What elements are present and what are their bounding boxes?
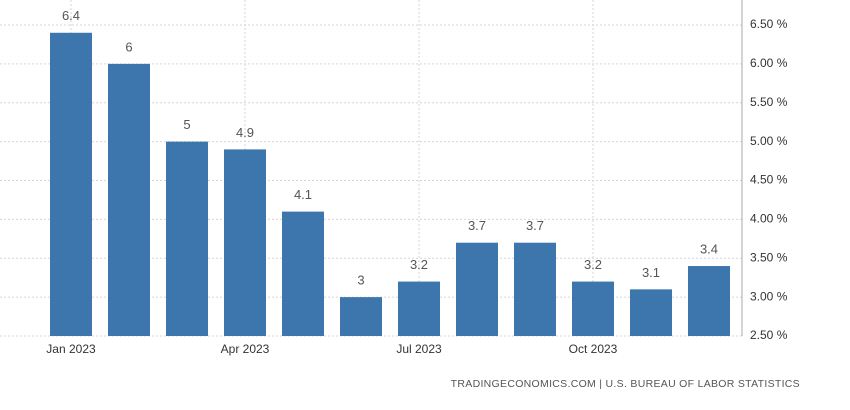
data-label: 4.9 — [236, 125, 254, 140]
bar — [166, 141, 208, 336]
data-label: 6.4 — [62, 8, 80, 23]
data-label: 3.4 — [700, 241, 718, 256]
y-tick-label: 3.00 % — [750, 289, 788, 303]
bar — [224, 149, 266, 336]
data-label: 3.2 — [410, 257, 428, 272]
bar — [572, 281, 614, 336]
bar — [630, 289, 672, 336]
y-tick-label: 6.00 % — [750, 56, 788, 70]
bar — [282, 211, 324, 336]
y-tick-label: 4.00 % — [750, 212, 788, 226]
y-tick-label: 4.50 % — [750, 173, 788, 187]
bar — [108, 63, 150, 336]
data-label: 3 — [357, 273, 364, 288]
data-label: 3.7 — [468, 218, 486, 233]
x-tick-label: Jul 2023 — [396, 342, 442, 356]
bar — [398, 281, 440, 336]
x-tick-label: Apr 2023 — [221, 342, 270, 356]
source: TRADINGECONOMICS.COM | U.S. BUREAU OF LA… — [451, 378, 800, 390]
data-label: 6 — [125, 39, 132, 54]
bar — [50, 32, 92, 337]
data-label: 3.2 — [584, 257, 602, 272]
data-label: 3.7 — [526, 218, 544, 233]
bar — [514, 242, 556, 336]
bar — [340, 297, 382, 336]
bar — [688, 266, 730, 336]
data-label: 5 — [183, 117, 190, 132]
y-tick-label: 5.50 % — [750, 95, 788, 109]
y-tick-label: 5.00 % — [750, 134, 788, 148]
x-tick-label: Jan 2023 — [46, 342, 96, 356]
data-label: 3.1 — [642, 265, 660, 280]
y-tick-label: 6.50 % — [750, 17, 788, 31]
data-label: 4.1 — [294, 187, 312, 202]
y-tick-label: 3.50 % — [750, 250, 788, 264]
x-tick-label: Oct 2023 — [569, 342, 618, 356]
y-tick-label: 2.50 % — [750, 328, 788, 342]
bar — [456, 242, 498, 336]
